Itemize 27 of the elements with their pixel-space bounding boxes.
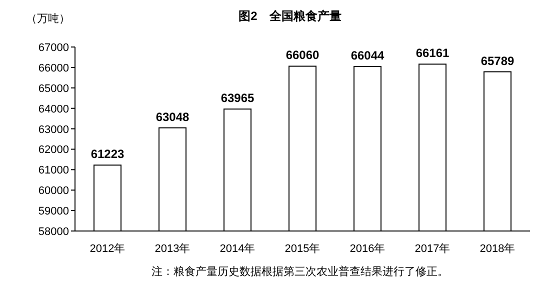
- data-label: 63048: [156, 110, 190, 124]
- y-tick-label: 64000: [38, 103, 69, 116]
- x-tick-label: 2012年: [90, 243, 126, 255]
- y-tick-label: 67000: [38, 42, 69, 54]
- y-tick-label: 62000: [38, 144, 69, 156]
- chart-title: 图2 全国粮食产量: [238, 9, 342, 23]
- y-tick-label: 66000: [38, 62, 69, 74]
- x-tick-label: 2017年: [414, 243, 450, 255]
- y-tick-label: 63000: [38, 124, 69, 136]
- text: 注：粮食产量历史数据根据第三次农业普查结果进行了修正。: [152, 265, 448, 278]
- data-label: 66161: [416, 46, 450, 60]
- x-tick-label: 2015年: [284, 243, 320, 255]
- y-tick-label: 58000: [38, 226, 69, 238]
- data-label: 63965: [220, 91, 255, 106]
- data-label: 65789: [480, 54, 515, 68]
- x-tick-label: 2016年: [350, 243, 386, 255]
- y-tick-label: 60000: [38, 185, 69, 198]
- y-tick-label: 65000: [38, 82, 69, 95]
- x-tick-label: 2018年: [480, 243, 516, 255]
- y-tick-label: 61000: [38, 164, 69, 177]
- y-axis-title: （万吨）: [26, 12, 70, 25]
- data-label: 66044: [350, 48, 385, 63]
- x-tick-label: 2014年: [220, 243, 256, 255]
- y-tick-label: 59000: [38, 206, 69, 218]
- data-label: 61223: [90, 147, 125, 162]
- data-label: 66060: [286, 48, 320, 62]
- x-tick-label: 2013年: [154, 243, 190, 255]
